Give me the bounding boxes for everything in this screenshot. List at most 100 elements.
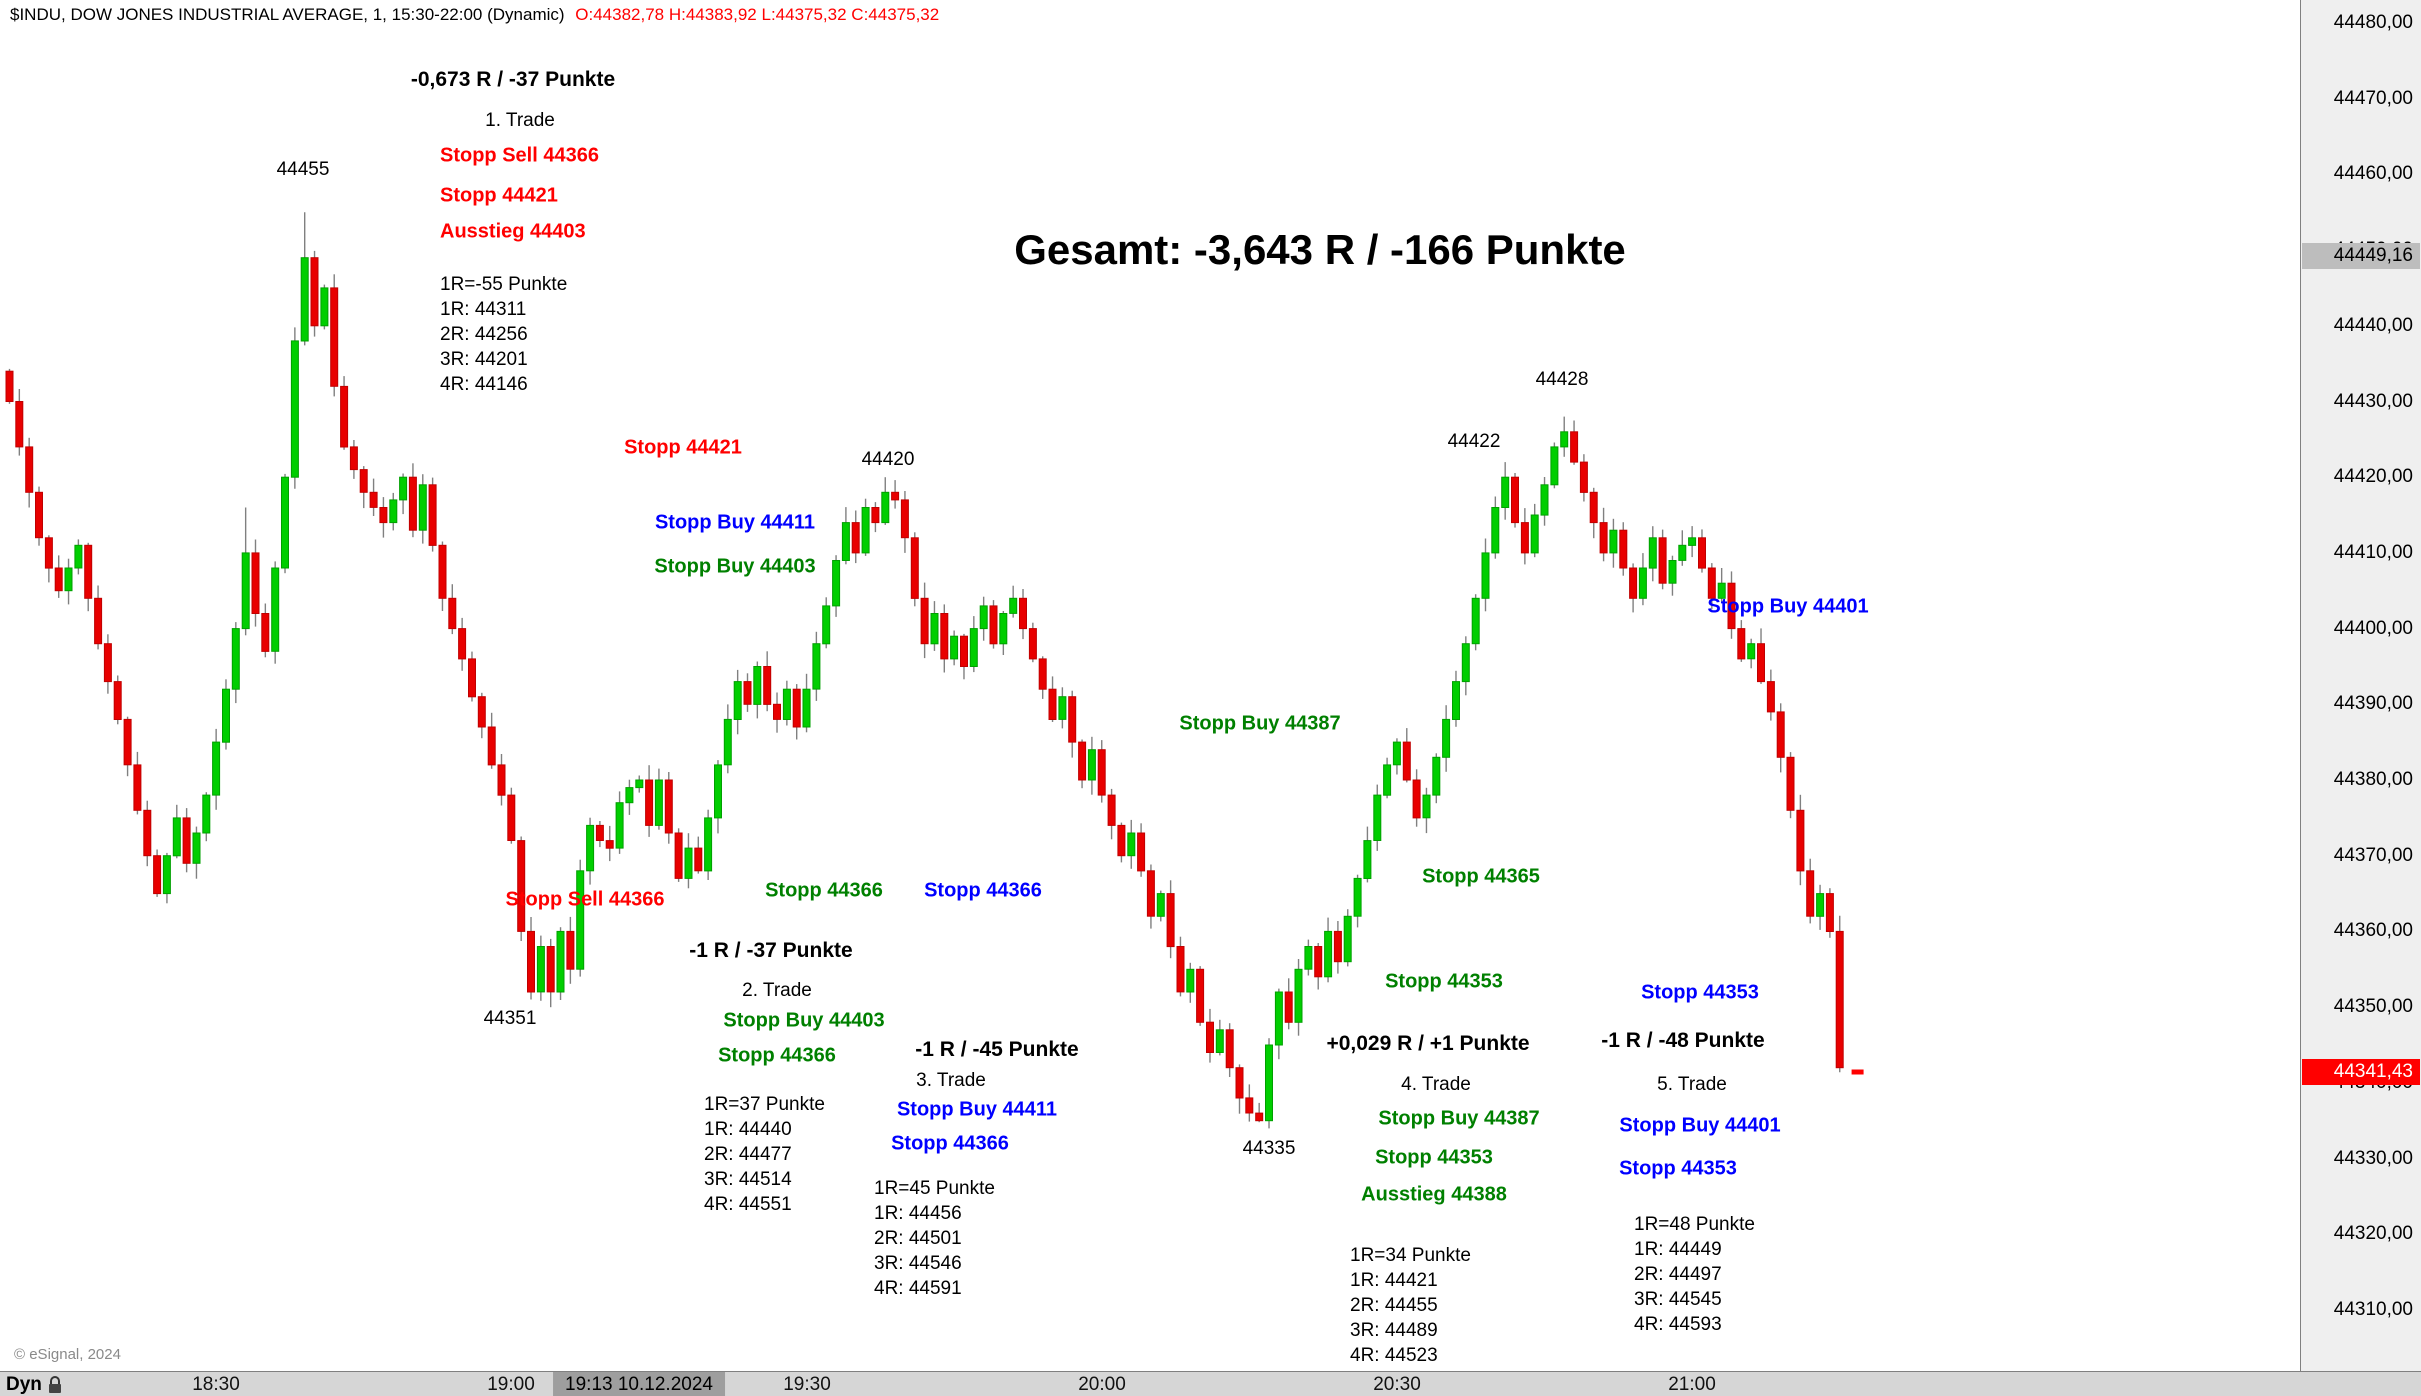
price-tick-label: 44440,00	[2333, 315, 2413, 336]
chart-annotation: Stopp Sell 44366	[440, 144, 599, 167]
candle	[408, 476, 417, 531]
candle	[1087, 749, 1096, 781]
time-tick-label: 20:00	[1078, 1374, 1126, 1395]
candle	[704, 817, 713, 872]
candle	[487, 726, 496, 766]
candle	[1835, 930, 1844, 1069]
candle	[891, 491, 900, 501]
candle	[1707, 567, 1716, 599]
candle	[123, 718, 132, 766]
candle	[330, 287, 339, 387]
candle	[822, 605, 831, 645]
candle	[1757, 643, 1765, 683]
chart-annotation: Stopp 44365	[1422, 865, 1540, 888]
candle	[743, 681, 752, 705]
candle	[615, 802, 624, 849]
candle	[635, 779, 644, 789]
chart-annotation: 2. Trade	[742, 980, 812, 1001]
candle	[1432, 756, 1441, 796]
candle	[881, 491, 890, 524]
risk-level-line: 4R: 44593	[1634, 1314, 1722, 1335]
candle	[1501, 476, 1510, 509]
chart-annotation: Stopp 44366	[924, 879, 1042, 902]
candle	[1806, 870, 1815, 917]
chart-annotation: Stopp Buy 44411	[896, 1098, 1058, 1121]
price-tick-label: 44370,00	[2333, 845, 2413, 866]
chart-annotation: Stopp Buy 44403	[723, 1009, 885, 1032]
chart-annotation: Stopp 44366	[765, 879, 883, 902]
price-tick-label: 44330,00	[2333, 1148, 2413, 1169]
copyright-text: © eSignal, 2024	[14, 1346, 121, 1363]
candle	[920, 597, 929, 645]
candle	[1776, 711, 1785, 758]
risk-level-line: 3R: 44545	[1634, 1289, 1722, 1310]
candle	[1028, 628, 1037, 660]
candle	[1511, 476, 1519, 524]
candle	[1658, 537, 1667, 584]
candle	[458, 628, 467, 660]
candle	[1343, 915, 1352, 963]
candle	[841, 522, 850, 561]
candle	[162, 855, 171, 895]
time-tick-label: 19:30	[783, 1374, 831, 1395]
candlestick-chart[interactable]	[0, 0, 2300, 1371]
chart-annotation: 4. Trade	[1401, 1074, 1471, 1095]
chart-annotation: 44455	[276, 159, 330, 180]
candle	[468, 658, 476, 698]
chart-header: $INDU, DOW JONES INDUSTRIAL AVERAGE, 1, …	[10, 5, 939, 25]
cursor-date-box: 19:13 10.12.2024	[553, 1372, 725, 1396]
chart-annotation: 44422	[1447, 431, 1501, 452]
chart-annotation: -1 R / -48 Punkte	[1601, 1029, 1765, 1052]
price-tick-label: 44400,00	[2333, 618, 2413, 639]
risk-level-line: 4R: 44551	[704, 1194, 792, 1215]
price-tick-label: 44420,00	[2333, 466, 2413, 487]
candle	[1225, 1029, 1234, 1069]
candle	[1491, 507, 1500, 554]
chart-annotation: Stopp 44366	[891, 1132, 1009, 1155]
candle	[1353, 877, 1362, 917]
risk-level-line: 1R: 44456	[874, 1203, 962, 1224]
candle	[1422, 794, 1431, 819]
candle	[773, 703, 781, 720]
candle	[1255, 1112, 1264, 1122]
dyn-label[interactable]: Dyn	[6, 1373, 42, 1395]
candle	[1698, 537, 1706, 569]
candle	[645, 779, 654, 826]
chart-annotation: Stopp 44421	[624, 436, 742, 459]
chart-annotation: Stopp Buy 44401	[1707, 595, 1869, 618]
chart-annotation: 44351	[483, 1008, 537, 1029]
candle	[1560, 431, 1569, 448]
candle	[153, 855, 162, 895]
candle	[1097, 749, 1106, 796]
chart-area[interactable]: -0,673 R / -37 Punkte 1. Trade Stopp Sell …	[0, 0, 2300, 1371]
risk-level-line: 1R=48 Punkte	[1634, 1214, 1755, 1235]
price-tick-label: 44480,00	[2333, 12, 2413, 33]
chart-annotation: Stopp 44353	[1385, 970, 1503, 993]
candle	[1717, 582, 1726, 599]
candle	[1412, 779, 1421, 819]
chart-annotation: Stopp 44353	[1375, 1146, 1493, 1169]
candle	[300, 257, 309, 342]
price-tick-label: 44380,00	[2333, 769, 2413, 790]
candle	[1471, 597, 1480, 645]
candle	[1166, 893, 1175, 948]
dyn-control[interactable]: Dyn	[6, 1372, 63, 1396]
chart-annotation: 44428	[1535, 369, 1589, 390]
risk-levels-block: 1R=37 Punkte 1R: 44440 2R: 44477 3R: 44514 4…	[704, 1092, 825, 1217]
risk-level-line: 3R: 44489	[1350, 1320, 1438, 1341]
lock-icon[interactable]	[47, 1375, 63, 1394]
candle	[792, 688, 801, 728]
candle	[222, 688, 230, 743]
time-tick-label: 21:00	[1668, 1374, 1716, 1395]
candle	[1146, 870, 1155, 917]
time-tick-label: 20:30	[1373, 1374, 1421, 1395]
time-axis[interactable]: Dyn 19:13 10.12.2024 18:30 19:00 19:30 20:0…	[0, 1371, 2421, 1396]
chart-annotation: -1 R / -37 Punkte	[689, 939, 853, 962]
candle	[1373, 794, 1382, 841]
candle	[1038, 658, 1047, 690]
candle	[1540, 484, 1549, 516]
candle	[399, 476, 408, 501]
candle	[448, 597, 457, 630]
price-axis[interactable]: 44449,16 44341,43 44480,00 44470,00 44460,…	[2300, 0, 2421, 1371]
